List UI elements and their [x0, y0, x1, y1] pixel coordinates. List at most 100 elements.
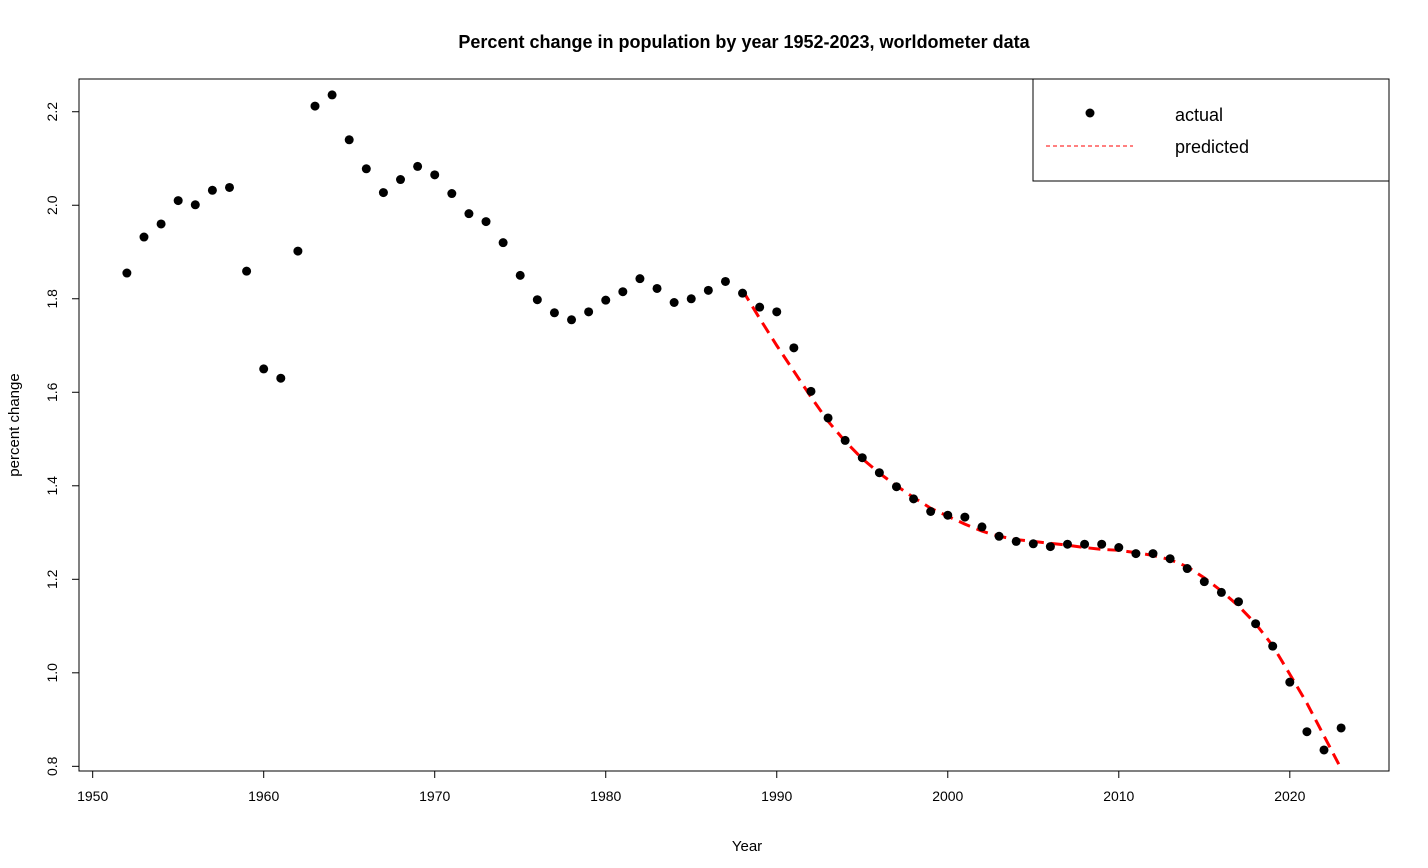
data-point [874, 468, 884, 478]
data-point [430, 170, 440, 180]
x-axis: 1950 1960 1970 1980 1990 2000 2010 2020 [77, 770, 1306, 804]
x-tick-label: 2020 [1274, 788, 1305, 804]
data-point [515, 270, 525, 280]
legend-label-actual: actual [1175, 105, 1223, 125]
data-point [789, 343, 799, 353]
data-point [122, 268, 132, 278]
y-axis-label: percent change [6, 373, 23, 476]
y-tick-label: 1.2 [44, 569, 60, 589]
y-axis: 0.8 1.0 1.2 1.4 1.6 1.8 2.0 2.2 [44, 102, 80, 776]
data-point [1131, 549, 1141, 559]
y-tick-label: 1.8 [44, 289, 60, 309]
data-point [703, 285, 713, 295]
data-point [1182, 564, 1192, 574]
data-point [1216, 587, 1226, 597]
data-point [652, 283, 662, 293]
data-point [669, 297, 679, 307]
data-point [1011, 536, 1021, 546]
legend-label-predicted: predicted [1175, 137, 1249, 157]
x-tick-label: 1970 [419, 788, 450, 804]
data-point [310, 101, 320, 111]
data-point [224, 182, 234, 192]
data-point [1165, 554, 1175, 564]
data-point [481, 217, 491, 227]
data-point [259, 364, 269, 374]
data-point [1285, 677, 1295, 687]
data-point [1199, 577, 1209, 587]
y-tick-label: 0.8 [44, 756, 60, 776]
x-tick-label: 2000 [932, 788, 963, 804]
data-point [618, 287, 628, 297]
data-point [1114, 543, 1124, 553]
data-point [447, 189, 457, 199]
data-point [293, 246, 303, 256]
data-point [1268, 641, 1278, 651]
data-point [242, 266, 252, 276]
x-tick-label: 1990 [761, 788, 792, 804]
data-point [909, 494, 919, 504]
data-point [156, 219, 166, 229]
data-point [857, 453, 867, 463]
data-point [1302, 727, 1312, 737]
y-tick-label: 2.2 [44, 102, 60, 122]
data-point [960, 512, 970, 522]
data-point [532, 295, 542, 305]
y-tick-label: 1.0 [44, 663, 60, 683]
x-tick-label: 1950 [77, 788, 108, 804]
data-point [1062, 539, 1072, 549]
data-point [601, 295, 611, 305]
data-point [635, 274, 645, 284]
data-point [840, 435, 850, 445]
data-point [567, 315, 577, 325]
data-point [207, 185, 217, 195]
data-point [549, 308, 559, 318]
data-point [686, 294, 696, 304]
x-tick-label: 1980 [590, 788, 621, 804]
data-point [1251, 619, 1261, 629]
data-point [738, 288, 748, 298]
data-point [413, 161, 423, 171]
data-point [464, 209, 474, 219]
data-point [1045, 542, 1055, 552]
data-point [139, 232, 149, 242]
data-point [190, 200, 200, 210]
data-point [977, 522, 987, 532]
y-tick-label: 2.0 [44, 195, 60, 215]
data-point [344, 135, 354, 145]
data-point [891, 482, 901, 492]
data-point [943, 510, 953, 520]
data-point [1234, 597, 1244, 607]
x-axis-label: Year [732, 838, 762, 855]
data-point [1336, 723, 1346, 733]
chart-title: Percent change in population by year 195… [458, 32, 1030, 52]
data-point [926, 507, 936, 516]
data-point [276, 373, 286, 383]
data-point [584, 307, 594, 317]
y-tick-label: 1.4 [44, 476, 60, 496]
legend-box [1032, 78, 1390, 182]
legend-marker-actual [1085, 108, 1095, 118]
data-point [173, 196, 183, 206]
data-point [1080, 539, 1090, 549]
data-point [1319, 745, 1329, 755]
x-tick-label: 2010 [1103, 788, 1134, 804]
data-point [1097, 539, 1107, 549]
plot-frame [78, 78, 1390, 772]
x-tick-label: 1960 [248, 788, 279, 804]
y-tick-label: 1.6 [44, 382, 60, 402]
data-point [823, 413, 833, 423]
series-actual [122, 90, 1346, 755]
data-point [498, 238, 508, 248]
predicted-line [741, 289, 1343, 770]
data-point [361, 164, 371, 174]
legend: actual predicted [1032, 78, 1390, 182]
data-point [755, 302, 765, 312]
data-point [378, 188, 388, 198]
data-point [327, 90, 337, 100]
data-point [1028, 539, 1038, 549]
data-point [772, 307, 782, 317]
data-point [1148, 549, 1158, 559]
series-predicted [741, 289, 1343, 770]
data-point [806, 386, 816, 396]
